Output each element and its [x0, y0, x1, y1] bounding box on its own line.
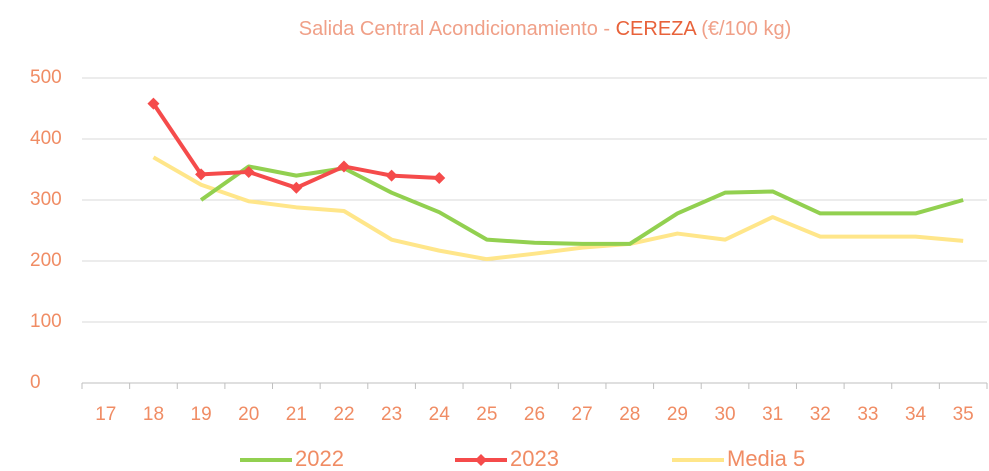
series-line [152, 155, 964, 262]
x-tick-label: 29 [667, 404, 688, 425]
y-tick-label: 400 [30, 128, 62, 149]
x-tick-label: 28 [619, 404, 640, 425]
legend-label: Media 5 [727, 446, 805, 471]
series-line [199, 164, 964, 246]
x-tick-label: 30 [714, 404, 735, 425]
title-suffix: (€/100 kg) [696, 18, 792, 40]
y-tick-label: 500 [30, 67, 62, 88]
chart-title: Salida Central Acondicionamiento - CEREZ… [299, 18, 792, 40]
y-tick-label: 100 [30, 311, 62, 332]
title-text: Salida Central Acondicionamiento - [299, 18, 616, 40]
x-tick-label: 35 [953, 404, 974, 425]
x-tick-label: 31 [762, 404, 783, 425]
x-tick-label: 33 [857, 404, 878, 425]
x-tick-label: 18 [143, 404, 164, 425]
x-tick-label: 22 [333, 404, 354, 425]
x-tick-label: 32 [810, 404, 831, 425]
x-tick-label: 19 [191, 404, 212, 425]
title-highlight: CEREZA [616, 18, 698, 40]
x-tick-label: 24 [429, 404, 451, 425]
marker [147, 97, 160, 110]
x-tick-label: 34 [905, 404, 927, 425]
marker [242, 165, 255, 178]
legend-marker [475, 454, 487, 466]
y-tick-label: 300 [30, 189, 62, 210]
marker [195, 168, 208, 181]
y-tick-label: 0 [30, 372, 41, 393]
x-tick-label: 17 [95, 404, 116, 425]
marker [433, 172, 446, 185]
x-tick-label: 27 [572, 404, 593, 425]
x-tick-label: 21 [286, 404, 307, 425]
y-tick-label: 200 [30, 250, 62, 271]
marker [290, 181, 303, 194]
marker [337, 160, 350, 173]
legend-label: 2023 [510, 446, 559, 471]
x-tick-label: 20 [238, 404, 259, 425]
marker [385, 169, 398, 182]
legend-label: 2022 [295, 446, 344, 471]
x-tick-label: 26 [524, 404, 545, 425]
x-tick-label: 23 [381, 404, 402, 425]
x-tick-label: 25 [476, 404, 497, 425]
